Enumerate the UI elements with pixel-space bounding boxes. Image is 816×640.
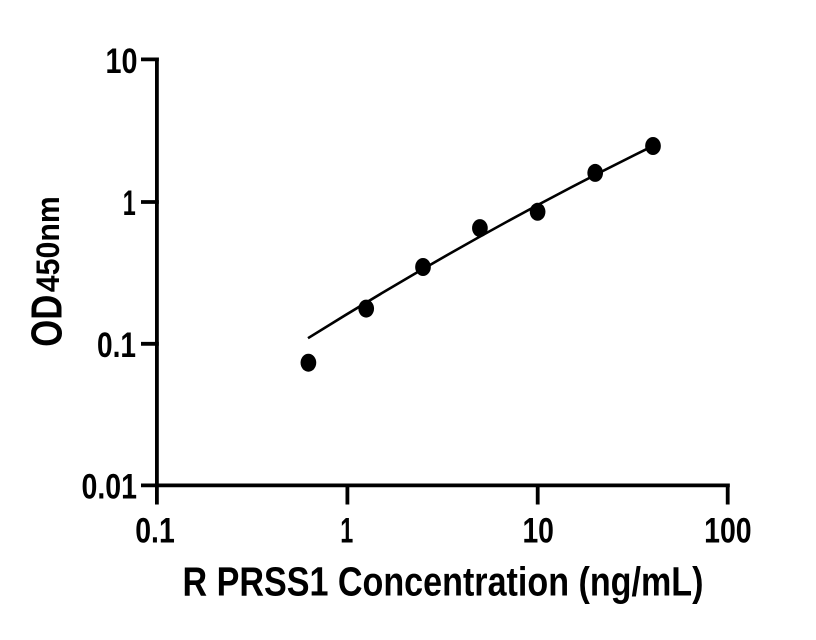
svg-text:R PRSS1 Concentration (ng/mL): R PRSS1 Concentration (ng/mL) [183, 559, 704, 605]
svg-text:0.1: 0.1 [135, 511, 175, 550]
svg-text:0.01: 0.01 [82, 467, 138, 506]
svg-text:10: 10 [522, 511, 554, 550]
svg-text:10: 10 [106, 42, 138, 81]
svg-text:OD: OD [23, 295, 72, 347]
svg-text:450nm: 450nm [30, 196, 66, 292]
svg-text:1: 1 [340, 511, 353, 550]
svg-text:0.1: 0.1 [97, 326, 136, 365]
svg-text:100: 100 [704, 511, 752, 550]
svg-text:1: 1 [123, 184, 136, 223]
